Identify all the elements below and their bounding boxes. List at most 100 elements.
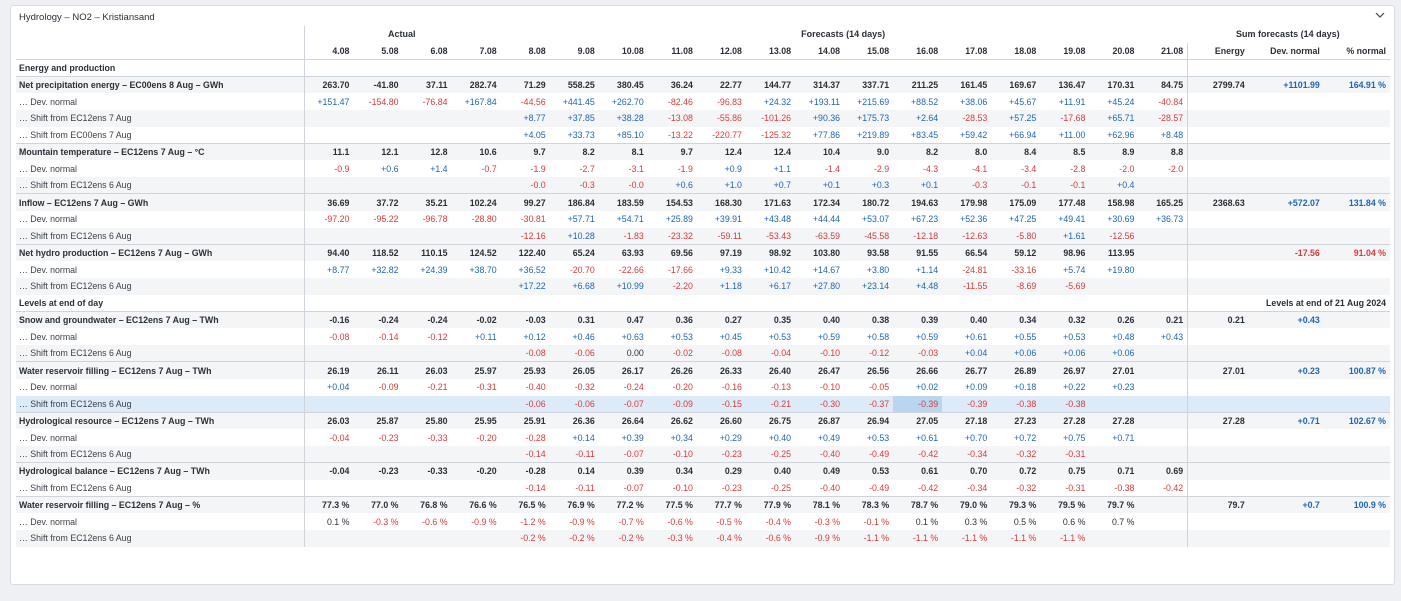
value-cell[interactable]: 0.39 [598,462,648,480]
value-cell[interactable]: 0.34 [991,311,1041,329]
value-cell[interactable]: +62.96 [1107,129,1135,140]
value-cell[interactable] [1138,445,1188,463]
value-cell[interactable]: 76.8 % [402,495,452,514]
value-cell[interactable]: -0.16 [303,311,354,329]
value-cell[interactable]: 102.24 [451,193,501,211]
value-cell[interactable]: -0.38 [1040,395,1090,413]
value-cell[interactable]: -1.4 [824,163,841,174]
value-cell[interactable]: -1.1 % [844,529,894,547]
value-cell[interactable]: -0.02 [451,311,501,329]
value-cell[interactable]: -0.16 [721,382,742,393]
value-cell[interactable]: -0.3 [942,177,992,194]
value-cell[interactable]: -76.84 [422,96,448,107]
value-cell[interactable]: -28.80 [471,214,497,225]
value-cell[interactable]: +4.48 [893,277,943,295]
sum-cell[interactable] [1248,462,1324,480]
value-cell[interactable]: +10.28 [549,227,599,245]
value-cell[interactable] [303,345,354,362]
value-cell[interactable]: -0.3 % [647,529,697,547]
value-cell[interactable]: -0.07 [598,395,648,413]
value-cell[interactable]: 26.89 [991,361,1041,379]
value-cell[interactable] [353,127,402,144]
value-cell[interactable]: +57.71 [567,214,595,225]
value-cell[interactable]: +0.53 [768,331,792,342]
value-cell[interactable]: +0.53 [670,331,693,342]
value-cell[interactable] [403,480,452,497]
value-cell[interactable] [303,227,354,245]
value-cell[interactable]: -0.04 [303,462,354,480]
value-cell[interactable]: -0.03 [893,345,943,362]
value-cell[interactable]: +4.05 [523,129,546,140]
value-cell[interactable]: -0.40 [820,482,841,493]
value-cell[interactable]: 22.77 [696,75,746,94]
value-cell[interactable]: 0.40 [795,311,845,329]
value-cell[interactable]: +9.33 [719,264,742,275]
value-cell[interactable]: +0.1 [893,177,943,194]
metric-row[interactable]: Net hydro production – EC12ens 7 Aug – G… [16,243,1390,262]
value-cell[interactable]: 84.75 [1138,75,1188,94]
value-cell[interactable]: 99.27 [500,193,550,211]
value-cell[interactable]: +0.46 [572,331,595,342]
sum-cell[interactable] [1324,379,1390,396]
metric-subrow[interactable]: … Shift from EC12ens 6 Aug +17.22 +6.68 +10… [16,277,1390,295]
value-cell[interactable]: -44.56 [520,96,546,107]
value-cell[interactable]: 79.5 % [1040,495,1090,514]
value-cell[interactable]: 25.97 [451,361,501,379]
value-cell[interactable]: +0.4 [1089,177,1139,194]
value-cell[interactable]: +0.53 [1063,331,1086,342]
value-cell[interactable]: -0.2 % [549,529,599,547]
value-cell[interactable]: -0.10 [647,445,697,463]
value-cell[interactable]: 186.84 [549,193,599,211]
value-cell[interactable]: -12.16 [500,227,550,245]
value-cell[interactable]: +0.63 [621,331,644,342]
value-cell[interactable] [402,227,452,245]
sum-cell[interactable] [1249,379,1324,396]
value-cell[interactable]: +0.49 [817,432,841,443]
sum-cell[interactable] [1248,143,1324,161]
value-cell[interactable]: -0.21 [745,395,796,413]
value-cell[interactable]: 194.63 [893,193,943,211]
sum-cell[interactable] [1248,277,1324,295]
value-cell[interactable]: 79.7 % [1089,495,1139,514]
metric-row[interactable]: Mountain temperature – EC12ens 7 Aug – °… [16,143,1390,161]
value-cell[interactable]: 78.3 % [844,495,894,514]
value-cell[interactable]: -0.0 [598,177,648,194]
value-cell[interactable]: 26.17 [598,361,648,379]
value-cell[interactable]: 26.62 [647,411,697,430]
metric-subrow[interactable]: … Shift from EC00ens 7 Aug +4.05 +33.73 +85… [16,126,1390,144]
value-cell[interactable]: 79.3 % [991,495,1041,514]
sum-cell[interactable] [1187,513,1249,530]
value-cell[interactable]: 8.1 [598,143,648,161]
value-cell[interactable]: 0.53 [844,462,894,480]
value-cell[interactable]: 0.35 [745,311,796,329]
value-cell[interactable]: -0.11 [549,445,599,463]
value-cell[interactable] [1138,379,1187,396]
value-cell[interactable]: 93.58 [844,243,894,262]
value-cell[interactable] [402,395,452,413]
value-cell[interactable]: 171.63 [745,193,796,211]
value-cell[interactable]: +215.69 [857,96,890,107]
value-cell[interactable]: +3.80 [866,264,890,275]
value-cell[interactable]: +14.67 [812,264,841,275]
value-cell[interactable]: -55.86 [696,109,746,127]
value-cell[interactable]: -0.49 [869,482,890,493]
value-cell[interactable] [353,395,403,413]
value-cell[interactable]: 0.39 [893,311,943,329]
sum-cell[interactable] [1323,311,1390,329]
value-cell[interactable]: -17.68 [1040,109,1090,127]
value-cell[interactable]: 158.98 [1089,193,1139,211]
value-cell[interactable]: +77.86 [812,129,841,140]
sum-cell[interactable]: 100.9 % [1323,495,1390,514]
value-cell[interactable]: -0.20 [476,432,497,443]
value-cell[interactable] [353,109,403,127]
value-cell[interactable]: -0.31 [476,382,497,393]
value-cell[interactable] [402,109,452,127]
value-cell[interactable]: +0.6 [647,177,697,194]
value-cell[interactable] [1138,227,1188,245]
value-cell[interactable] [1138,495,1188,514]
value-cell[interactable]: +17.22 [500,277,550,295]
value-cell[interactable] [1138,395,1188,413]
value-cell[interactable]: -0.23 [696,445,746,463]
sum-cell[interactable] [1248,445,1324,463]
value-cell[interactable]: +0.59 [915,331,939,342]
